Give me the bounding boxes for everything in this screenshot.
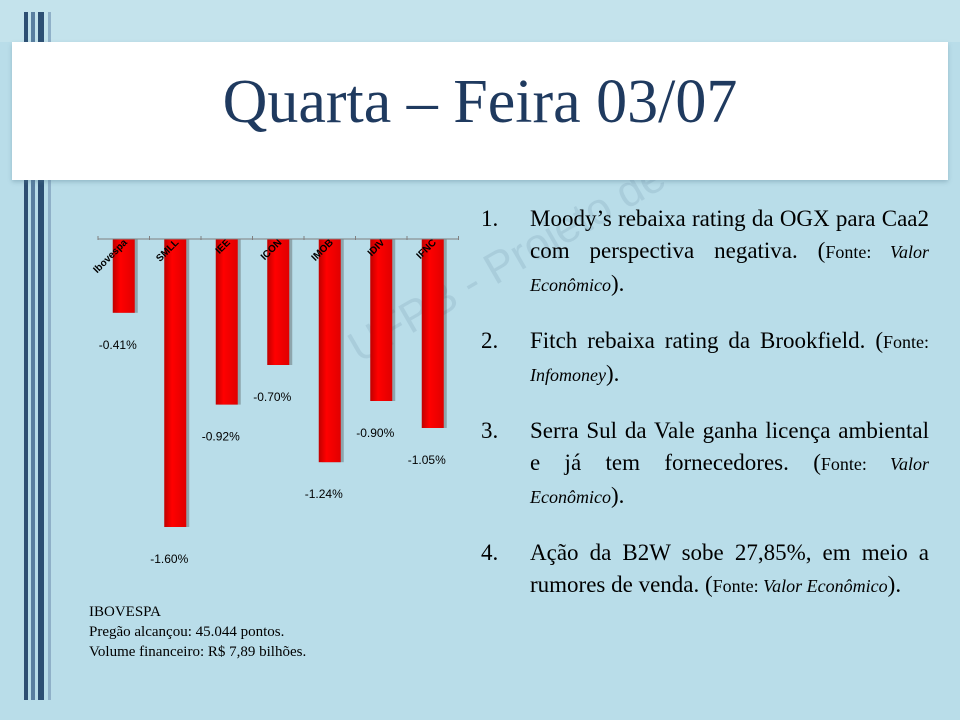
news-item: 3. Serra Sul da Vale ganha licença ambie… xyxy=(481,415,929,513)
data-label: -0.90% xyxy=(356,426,394,440)
news-number: 1. xyxy=(481,206,499,231)
stripe xyxy=(31,180,35,700)
news-close: ). xyxy=(610,483,625,508)
news-text: Ação da B2W sobe 27,85%, em meio a rumor… xyxy=(530,540,929,597)
bar xyxy=(215,239,238,405)
bar xyxy=(267,239,290,365)
news-close: ). xyxy=(887,572,902,597)
ibovespa-volume: Volume financeiro: R$ 7,89 bilhões. xyxy=(89,644,307,660)
news-close: ). xyxy=(605,361,620,386)
top-band xyxy=(0,0,960,42)
news-list: 1. Moody’s rebaixa rating da OGX para Ca… xyxy=(481,203,929,626)
data-label: -1.24% xyxy=(305,487,343,501)
news-source-name: Valor Econômico xyxy=(530,454,929,507)
news-number: 4. xyxy=(481,540,499,565)
news-number: 3. xyxy=(481,418,499,443)
data-label: -0.41% xyxy=(99,338,137,352)
ibovespa-points: Pregão alcançou: 45.044 pontos. xyxy=(89,624,285,640)
data-label: -1.60% xyxy=(150,552,188,566)
data-label: -1.05% xyxy=(408,453,446,467)
ibovespa-heading: IBOVESPA xyxy=(89,604,161,620)
bar xyxy=(112,239,135,313)
page-title: Quarta – Feira 03/07 xyxy=(222,68,738,136)
news-number: 2. xyxy=(481,328,499,353)
news-source-name: Valor Econômico xyxy=(763,576,888,596)
data-label: -0.92% xyxy=(202,430,240,444)
ibovespa-info: IBOVESPA Pregão alcançou: 45.044 pontos.… xyxy=(89,602,306,662)
title-band: Quarta – Feira 03/07 xyxy=(12,42,948,180)
news-text: Moody’s rebaixa rating da OGX para Caa2 … xyxy=(530,206,929,263)
news-item: 4. Ação da B2W sobe 27,85%, em meio a ru… xyxy=(481,537,929,602)
bar-chart: -0.41%Ibovespa-1.60%SMLL-0.92%IEE-0.70%I… xyxy=(91,236,459,566)
news-item: 2. Fitch rebaixa rating da Brookfield. (… xyxy=(481,325,929,391)
news-source-label: Fonte: xyxy=(882,332,929,352)
stripe xyxy=(24,180,28,700)
news-source-name: Infomoney xyxy=(530,365,606,385)
stripe xyxy=(38,180,44,700)
stripe xyxy=(48,12,51,42)
stripe xyxy=(24,12,28,42)
news-item: 1. Moody’s rebaixa rating da OGX para Ca… xyxy=(481,203,929,301)
news-text: Serra Sul da Vale ganha licença ambienta… xyxy=(530,418,929,475)
news-text: Fitch rebaixa rating da Brookfield. ( xyxy=(530,328,883,353)
stripe xyxy=(38,12,44,42)
data-label: -0.70% xyxy=(253,390,291,404)
bar xyxy=(164,239,187,527)
bar xyxy=(370,239,393,401)
news-source-label: Fonte: xyxy=(825,242,890,262)
bar xyxy=(318,239,341,463)
stripe xyxy=(31,12,35,42)
bar xyxy=(421,239,444,428)
news-source-name: Valor Econômico xyxy=(530,242,929,295)
news-source-label: Fonte: xyxy=(712,576,764,596)
news-close: ). xyxy=(610,271,625,296)
news-source-label: Fonte: xyxy=(820,454,890,474)
stripe xyxy=(48,180,51,700)
